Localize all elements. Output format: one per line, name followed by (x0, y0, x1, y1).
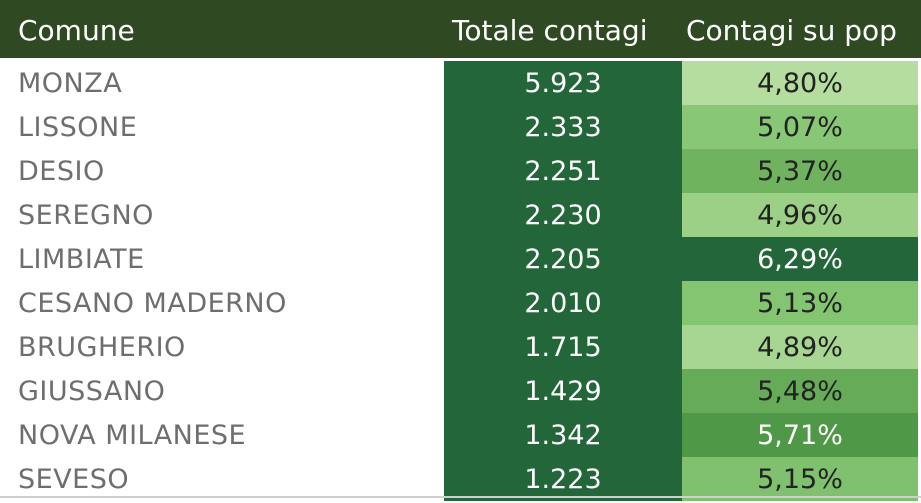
comune-cell: SEREGNO (18, 200, 154, 231)
comune-cell: DESIO (18, 156, 105, 187)
contagi-su-pop-cell: 6,29% (682, 237, 918, 281)
table-header: Comune Totale contagi Contagi su pop (0, 0, 921, 61)
totale-contagi-cell: 2.230 (444, 193, 682, 237)
table-row: LISSONE 2.333 5,07% (0, 105, 921, 149)
contagi-su-pop-cell: 4,80% (682, 61, 918, 105)
table-row: MONZA 5.923 4,80% (0, 61, 921, 105)
comune-cell: CESANO MADERNO (18, 288, 287, 319)
totale-contagi-cell: 1.429 (444, 369, 682, 413)
totale-contagi-cell: 2.205 (444, 237, 682, 281)
contagi-su-pop-cell: 5,48% (682, 369, 918, 413)
totale-contagi-cell: 1.342 (444, 413, 682, 457)
header-totale-contagi: Totale contagi (452, 14, 648, 47)
contagi-su-pop-cell: 5,15% (682, 457, 918, 501)
header-comune: Comune (18, 14, 135, 47)
contagi-su-pop-cell: 5,07% (682, 105, 918, 149)
contagi-su-pop-cell: 4,89% (682, 325, 918, 369)
totale-contagi-cell: 2.010 (444, 281, 682, 325)
comune-cell: LIMBIATE (18, 244, 145, 275)
contagi-su-pop-cell: 4,96% (682, 193, 918, 237)
table-row: SEVESO 1.223 5,15% (0, 457, 921, 501)
contagi-su-pop-cell: 5,71% (682, 413, 918, 457)
comune-cell: SEVESO (18, 464, 130, 495)
table-row: LIMBIATE 2.205 6,29% (0, 237, 921, 281)
totale-contagi-cell: 1.715 (444, 325, 682, 369)
comune-cell: GIUSSANO (18, 376, 166, 407)
totale-contagi-cell: 2.333 (444, 105, 682, 149)
table-row: CESANO MADERNO 2.010 5,13% (0, 281, 921, 325)
contagi-su-pop-cell: 5,13% (682, 281, 918, 325)
table-row: SEREGNO 2.230 4,96% (0, 193, 921, 237)
table-row: GIUSSANO 1.429 5,48% (0, 369, 921, 413)
totale-contagi-cell: 2.251 (444, 149, 682, 193)
totale-contagi-cell: 5.923 (444, 61, 682, 105)
table-bottom-border (0, 496, 921, 498)
comune-cell: MONZA (18, 68, 123, 99)
contagi-su-pop-cell: 5,37% (682, 149, 918, 193)
comune-cell: BRUGHERIO (18, 332, 186, 363)
table-row: NOVA MILANESE 1.342 5,71% (0, 413, 921, 457)
totale-contagi-cell: 1.223 (444, 457, 682, 501)
table-row: BRUGHERIO 1.715 4,89% (0, 325, 921, 369)
header-contagi-su-pop: Contagi su pop (686, 14, 897, 47)
comune-cell: NOVA MILANESE (18, 420, 247, 451)
comune-cell: LISSONE (18, 112, 138, 143)
table-row: DESIO 2.251 5,37% (0, 149, 921, 193)
